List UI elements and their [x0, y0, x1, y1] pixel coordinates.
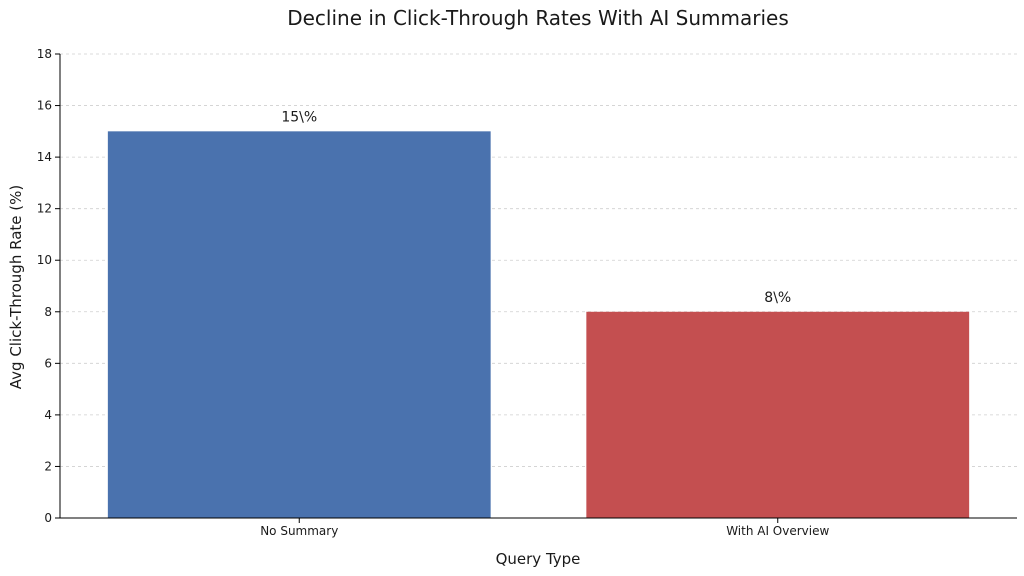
- y-tick-label: 2: [44, 459, 52, 473]
- data-labels: 15\% 8\%: [281, 109, 791, 305]
- y-axis-label: Avg Click-Through Rate (%): [7, 185, 25, 389]
- y-tick-label: 4: [44, 408, 52, 422]
- y-tick-label: 10: [37, 253, 52, 267]
- data-label: 8\%: [764, 290, 791, 306]
- bar-2: [586, 311, 970, 518]
- bars: [107, 131, 970, 519]
- data-label: 15\%: [281, 109, 317, 125]
- y-tick-label: 12: [37, 202, 52, 216]
- y-tick-label: 14: [37, 150, 52, 164]
- y-axis-ticks: 0 2 4 6 8 10 12 14 16 18: [37, 47, 60, 525]
- bar-1: [107, 131, 491, 519]
- y-tick-label: 16: [37, 99, 52, 113]
- y-tick-label: 0: [44, 511, 52, 525]
- y-tick-label: 8: [44, 305, 52, 319]
- y-tick-label: 18: [37, 47, 52, 61]
- x-axis-ticks: No Summary With AI Overview: [260, 518, 829, 538]
- chart-title: Decline in Click-Through Rates With AI S…: [287, 6, 789, 30]
- x-tick-label: With AI Overview: [726, 524, 829, 538]
- y-tick-label: 6: [44, 356, 52, 370]
- x-axis-label: Query Type: [496, 550, 581, 568]
- x-tick-label: No Summary: [260, 524, 338, 538]
